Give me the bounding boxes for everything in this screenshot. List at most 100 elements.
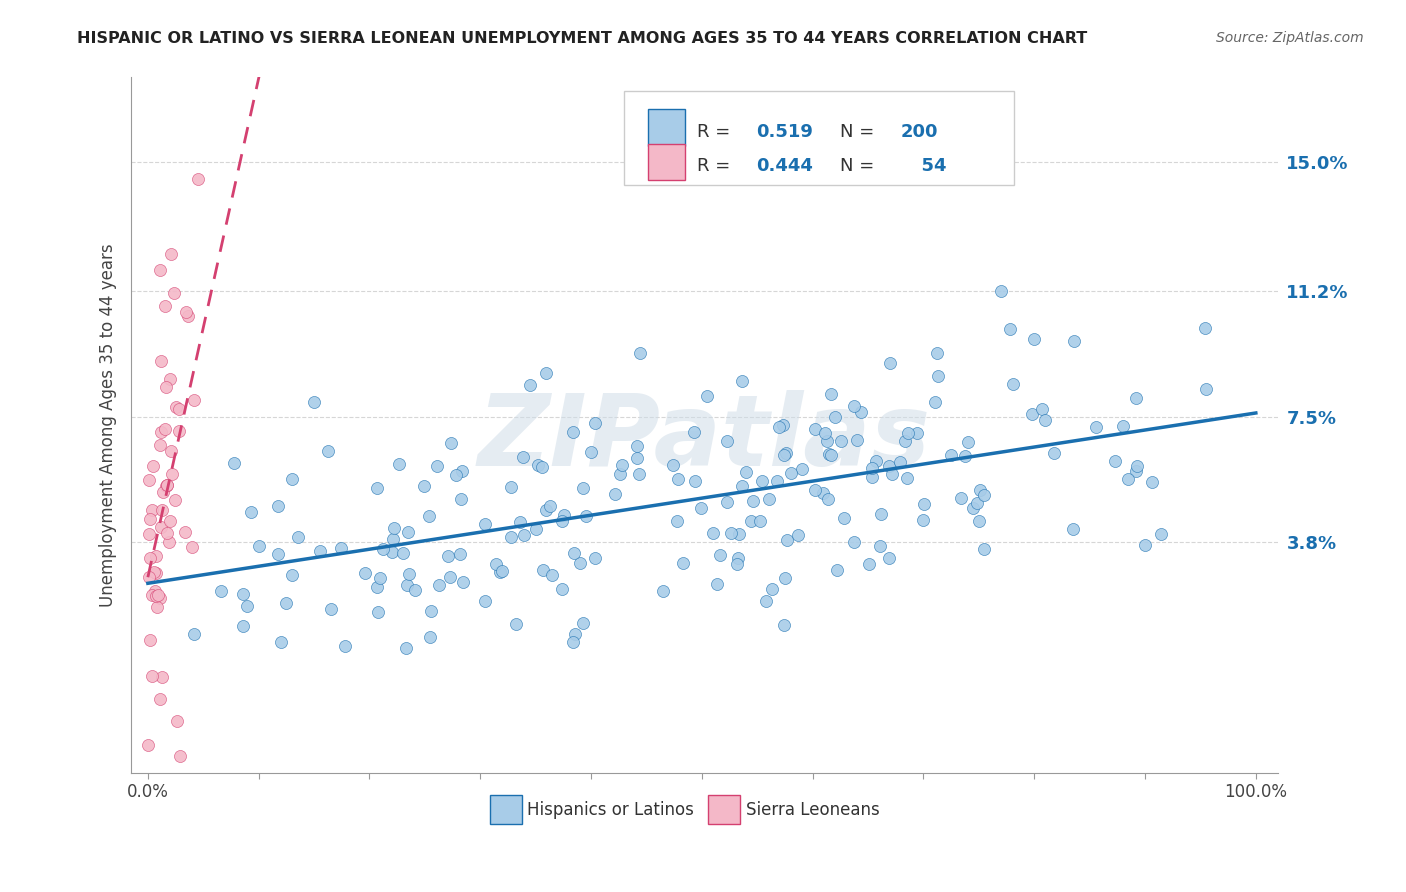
- Point: [139, 512, 162, 526]
- Point: [860, 470, 883, 484]
- Point: [1135, 538, 1157, 552]
- FancyBboxPatch shape: [648, 145, 685, 180]
- Point: [235, 599, 257, 613]
- Point: [804, 483, 827, 497]
- Point: [141, 502, 163, 516]
- Point: [575, 508, 598, 523]
- Point: [973, 488, 995, 502]
- Point: [834, 511, 856, 525]
- Point: [155, 380, 177, 394]
- Point: [224, 456, 246, 470]
- Point: [149, 354, 172, 368]
- Point: [865, 453, 887, 467]
- Point: [319, 601, 342, 615]
- Text: N =: N =: [839, 123, 880, 141]
- Point: [155, 422, 177, 436]
- Point: [844, 399, 866, 413]
- Point: [844, 535, 866, 549]
- Point: [766, 475, 789, 489]
- Point: [740, 514, 762, 528]
- Point: [499, 530, 522, 544]
- Text: N =: N =: [839, 157, 880, 176]
- Point: [1195, 382, 1218, 396]
- Point: [391, 546, 413, 560]
- Point: [751, 474, 773, 488]
- Point: [628, 467, 651, 482]
- Point: [276, 596, 298, 610]
- Point: [572, 615, 595, 630]
- Point: [666, 514, 689, 528]
- Point: [425, 458, 447, 473]
- Text: HISPANIC OR LATINO VS SIERRA LEONEAN UNEMPLOYMENT AMONG AGES 35 TO 44 YEARS CORR: HISPANIC OR LATINO VS SIERRA LEONEAN UNE…: [77, 31, 1088, 46]
- Point: [1021, 407, 1043, 421]
- Point: [927, 369, 949, 384]
- Point: [820, 448, 842, 462]
- Point: [396, 524, 419, 539]
- Point: [912, 497, 935, 511]
- Point: [706, 577, 728, 591]
- Point: [169, 748, 191, 763]
- Point: [439, 570, 461, 584]
- Point: [418, 508, 440, 523]
- Point: [412, 479, 434, 493]
- Point: [672, 556, 695, 570]
- Point: [1024, 332, 1046, 346]
- Point: [160, 467, 183, 481]
- Text: 54: 54: [908, 157, 946, 176]
- Point: [894, 434, 917, 448]
- Point: [335, 640, 357, 654]
- Point: [534, 366, 557, 380]
- Point: [138, 570, 160, 584]
- Point: [818, 447, 841, 461]
- Point: [870, 507, 893, 521]
- Point: [451, 574, 474, 589]
- Point: [145, 566, 167, 580]
- Point: [354, 566, 377, 580]
- Point: [149, 263, 172, 277]
- Point: [167, 424, 190, 438]
- Point: [569, 556, 592, 570]
- Point: [666, 472, 689, 486]
- Point: [371, 542, 394, 557]
- Point: [1042, 446, 1064, 460]
- Text: Hispanics or Latinos: Hispanics or Latinos: [527, 801, 693, 819]
- Point: [969, 483, 991, 497]
- Point: [499, 480, 522, 494]
- Point: [139, 550, 162, 565]
- Point: [603, 487, 626, 501]
- Point: [780, 466, 803, 480]
- Point: [755, 594, 778, 608]
- Point: [939, 448, 962, 462]
- Point: [405, 582, 427, 597]
- Point: [519, 378, 541, 392]
- Point: [302, 394, 325, 409]
- Point: [153, 299, 176, 313]
- Point: [491, 565, 513, 579]
- Point: [564, 626, 586, 640]
- Point: [419, 630, 441, 644]
- Point: [562, 635, 585, 649]
- Point: [735, 465, 758, 479]
- Point: [1116, 472, 1139, 486]
- Point: [768, 420, 790, 434]
- Point: [911, 513, 934, 527]
- FancyBboxPatch shape: [709, 795, 740, 824]
- Point: [531, 563, 554, 577]
- Point: [527, 458, 550, 472]
- Point: [962, 501, 984, 516]
- Point: [683, 474, 706, 488]
- Point: [820, 387, 842, 401]
- Point: [626, 451, 648, 466]
- Point: [825, 563, 848, 577]
- Point: [141, 588, 163, 602]
- Point: [860, 461, 883, 475]
- Text: 200: 200: [901, 123, 938, 141]
- Point: [183, 627, 205, 641]
- Point: [155, 477, 177, 491]
- Point: [180, 541, 202, 555]
- Point: [183, 392, 205, 407]
- Point: [534, 502, 557, 516]
- Point: [1002, 376, 1025, 391]
- Point: [136, 739, 159, 753]
- Point: [396, 578, 419, 592]
